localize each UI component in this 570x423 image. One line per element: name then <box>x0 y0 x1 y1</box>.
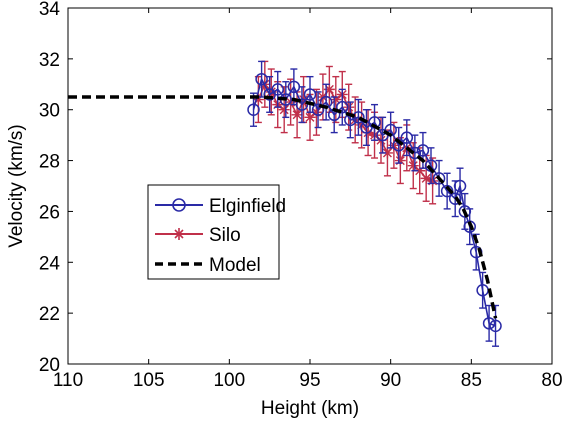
legend-marker-silo <box>173 228 185 240</box>
data-point-elginfield <box>489 319 502 333</box>
data-point-elginfield <box>255 72 268 86</box>
legend-item-silo: Silo <box>155 225 241 246</box>
legend: Elginfield Silo Model <box>147 184 286 280</box>
data-point-elginfield <box>311 103 325 116</box>
data-point-elginfield <box>303 88 317 101</box>
x-tick-label: 80 <box>541 370 562 391</box>
x-tick-label: 100 <box>213 370 245 391</box>
data-point-silo <box>265 86 277 98</box>
data-point-elginfield <box>482 317 496 330</box>
x-tick-label: 95 <box>299 370 320 391</box>
data-point-elginfield <box>400 131 414 144</box>
legend-label-silo: Silo <box>209 225 241 246</box>
data-point-elginfield <box>463 220 476 233</box>
data-point-elginfield <box>453 179 467 193</box>
y-tick-label: 26 <box>39 202 60 223</box>
data-point-silo <box>381 147 393 159</box>
data-point-silo <box>343 101 355 113</box>
y-axis-title: Velocity (km/s) <box>6 124 27 248</box>
legend-label-model: Model <box>209 255 261 276</box>
legend-label-elginfield: Elginfield <box>209 196 286 217</box>
x-axis-title: Height (km) <box>261 398 359 419</box>
legend-item-elginfield: Elginfield <box>155 196 286 217</box>
data-point-silo <box>414 165 426 177</box>
data-point-silo <box>394 155 406 167</box>
y-tick-label: 32 <box>39 50 60 71</box>
data-point-elginfield <box>295 98 309 111</box>
data-point-silo <box>278 104 290 116</box>
x-tick-label: 85 <box>461 370 482 391</box>
legend-item-model: Model <box>155 255 261 276</box>
data-point-elginfield <box>271 83 284 96</box>
data-point-elginfield <box>247 103 260 116</box>
data-point-silo <box>330 94 342 106</box>
data-point-silo <box>291 109 303 121</box>
y-tick-label: 22 <box>39 304 60 325</box>
data-point-silo <box>420 172 432 184</box>
legend-marker-elginfield <box>172 198 186 212</box>
y-tick-label: 30 <box>39 101 60 122</box>
data-point-silo <box>304 111 316 123</box>
data-point-elginfield <box>408 146 422 160</box>
axes-layer: 110 105 100 95 90 85 80 20 22 24 26 28 30 32 34 <box>39 0 563 391</box>
data-point-silo <box>252 94 264 106</box>
data-point-silo <box>323 83 335 95</box>
data-point-elginfield <box>416 144 430 157</box>
plot-area <box>67 7 553 365</box>
x-tick-label: 110 <box>53 370 83 391</box>
y-tick-label: 20 <box>39 355 60 376</box>
y-tick-label: 28 <box>39 152 60 173</box>
y-tick-label: 24 <box>39 253 61 274</box>
data-point-silo <box>310 106 322 118</box>
series-line-model <box>68 95 498 319</box>
series-elginfield <box>247 60 502 347</box>
series-layer <box>68 60 502 347</box>
y-tick-label: 34 <box>39 0 61 20</box>
data-point-elginfield <box>336 100 349 114</box>
x-tick-label: 105 <box>133 370 165 391</box>
x-tick-label: 90 <box>380 370 401 391</box>
data-point-elginfield <box>432 172 446 185</box>
data-point-silo <box>427 175 439 187</box>
data-point-silo <box>407 160 419 172</box>
